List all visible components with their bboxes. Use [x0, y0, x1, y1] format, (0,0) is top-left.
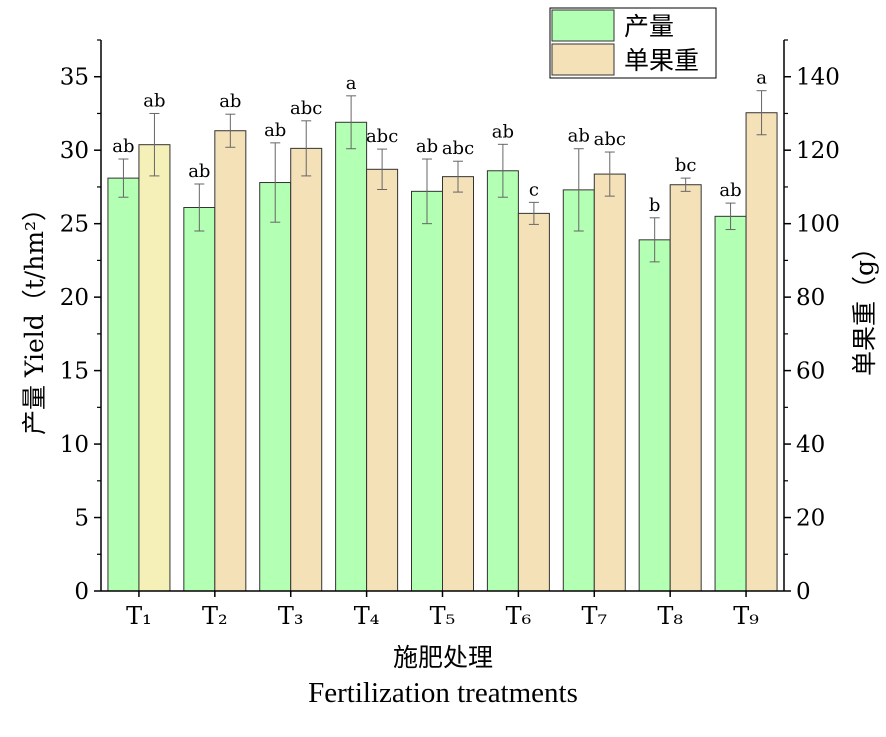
right-tick-label: 120 — [796, 138, 840, 164]
bar-yield-4 — [335, 121, 368, 592]
x-tick-label: T₉ — [733, 602, 759, 630]
significance-label: a — [756, 68, 767, 89]
right-tick-label: 20 — [796, 506, 825, 532]
x-tick-label: T₅ — [430, 602, 456, 630]
legend-swatch-fruit-weight — [551, 43, 615, 76]
left-tick-label: 25 — [60, 212, 89, 238]
significance-label: ab — [219, 91, 241, 112]
significance-label: ab — [143, 90, 165, 111]
significance-label: b — [649, 195, 661, 216]
bar-fruit-weight-7 — [593, 173, 626, 592]
bar-yield-2 — [183, 207, 216, 592]
legend-label-fruit-weight: 单果重 — [624, 46, 699, 75]
x-axis-title-en: Fertilization treatments — [308, 677, 578, 709]
right-tick-label: 0 — [796, 579, 811, 605]
left-axis-title-cn: 产量 — [20, 377, 49, 435]
bar-yield-7 — [562, 189, 595, 592]
significance-label: ab — [264, 120, 286, 141]
significance-label: ab — [492, 121, 514, 142]
significance-label: a — [346, 73, 357, 94]
significance-label: abc — [290, 98, 322, 119]
bar-fruit-weight-1 — [138, 144, 171, 592]
left-axis-title: 产量 Yield（t/hm²） — [20, 196, 49, 435]
bar-yield-8 — [638, 239, 671, 592]
significance-label: abc — [442, 138, 474, 159]
significance-label: abc — [366, 126, 398, 147]
x-tick-label: T₇ — [581, 602, 607, 630]
significance-label: abc — [594, 129, 626, 150]
significance-label: ab — [719, 180, 741, 201]
left-tick-label: 30 — [60, 138, 89, 164]
left-axis-title-en: Yield（t/hm²） — [20, 196, 49, 378]
bar-fruit-weight-9 — [745, 112, 778, 592]
significance-label: ab — [188, 161, 210, 182]
bar-yield-9 — [714, 215, 747, 592]
significance-label: ab — [112, 136, 134, 157]
right-axis-title: 单果重（g） — [850, 235, 879, 376]
x-tick-label: T₈ — [657, 602, 683, 630]
left-tick-label: 20 — [60, 285, 89, 311]
left-tick-label: 35 — [60, 65, 89, 91]
right-tick-label: 140 — [796, 65, 840, 91]
left-tick-label: 15 — [60, 359, 89, 385]
legend-label-yield: 产量 — [624, 12, 674, 41]
right-tick-label: 100 — [796, 212, 840, 238]
bar-fruit-weight-4 — [366, 168, 399, 592]
bar-fruit-weight-6 — [517, 212, 550, 592]
bar-yield-5 — [411, 190, 443, 592]
right-tick-label: 40 — [796, 432, 825, 458]
significance-label: ab — [416, 136, 438, 157]
x-tick-label: T₂ — [202, 602, 228, 630]
legend-swatch-yield — [551, 9, 615, 42]
left-tick-label: 5 — [74, 506, 89, 532]
x-axis-title-cn: 施肥处理 — [392, 643, 493, 672]
bar-fruit-weight-5 — [442, 176, 474, 592]
bar-yield-1 — [107, 177, 140, 592]
x-tick-label: T₃ — [278, 602, 304, 630]
right-tick-label: 80 — [796, 285, 825, 311]
x-tick-label: T₆ — [506, 602, 532, 630]
x-tick-label: T₁ — [126, 602, 152, 630]
significance-label: ab — [568, 126, 590, 147]
bar-yield-6 — [486, 170, 519, 592]
significance-label: bc — [675, 155, 697, 176]
bar-yield-3 — [259, 182, 292, 592]
right-tick-label: 60 — [796, 359, 825, 385]
bar-fruit-weight-3 — [290, 147, 323, 592]
significance-label: c — [529, 179, 539, 200]
left-tick-label: 0 — [74, 579, 89, 605]
left-tick-label: 10 — [60, 432, 89, 458]
bar-fruit-weight-2 — [214, 130, 247, 592]
x-tick-label: T₄ — [354, 602, 380, 630]
bar-fruit-weight-8 — [669, 184, 702, 592]
